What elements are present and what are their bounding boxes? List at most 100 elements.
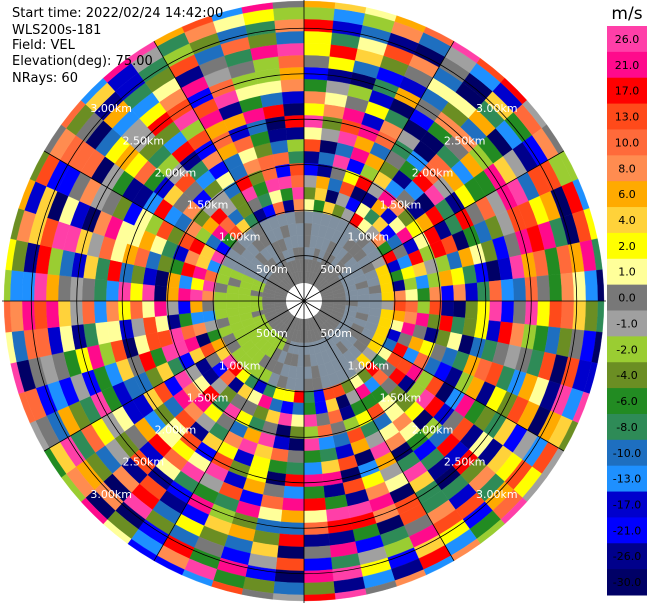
sector-gate [154, 269, 170, 287]
sector-gate [278, 54, 305, 69]
sector-gate [369, 300, 383, 310]
sector-gate [275, 30, 305, 45]
sector-gate [153, 300, 167, 317]
sector-gate [536, 275, 551, 302]
sector-gate [275, 557, 305, 572]
sector-gate [303, 533, 330, 548]
sector-gate [281, 90, 305, 105]
sector-gate [315, 412, 331, 427]
sector-gate [303, 366, 313, 380]
sector-gate [129, 300, 144, 320]
sector-gate [177, 287, 191, 302]
nrays-text: NRays: 60 [12, 71, 78, 86]
sector-gate [453, 283, 467, 302]
sector-gate [276, 545, 305, 560]
sector-gate [33, 300, 48, 330]
sector-gate [141, 300, 155, 319]
azimuth-spoke [303, 40, 455, 302]
range-ring-label: 1.00km [348, 231, 390, 244]
colorbar-tick-label: -2.0 [616, 343, 637, 356]
field-text: Field: VEL [12, 38, 75, 53]
colorbar-swatch [607, 181, 647, 208]
sector-gate [274, 18, 305, 33]
start-time-text: Start time: 2022/02/24 14:42:00 [12, 6, 224, 21]
azimuth-spoke [303, 300, 455, 562]
sector-gate [303, 150, 320, 164]
sector-gate [285, 461, 305, 476]
sector-gate [303, 509, 328, 524]
sector-gate [290, 414, 305, 428]
sector-gate [314, 400, 328, 415]
range-ring-label: 500m [320, 327, 352, 340]
sector-gate [584, 300, 599, 332]
colorbar-tick-label: -21.0 [613, 524, 641, 537]
sector-gate [584, 270, 599, 302]
sector-gate [303, 102, 325, 117]
colorbar-swatch [607, 336, 647, 363]
sector-gate [295, 366, 305, 380]
range-ring-label: 500m [256, 327, 288, 340]
colorbar-swatch [607, 491, 647, 518]
range-ring-label: 3.00km [476, 102, 518, 115]
azimuth-spoke [303, 300, 565, 452]
sector-gate [273, 6, 305, 21]
colorbar-tick-label: 2.0 [618, 240, 636, 253]
colorbar: 26.0 21.0 17.0 13.0 10.0 8.0 6.0 4.0 2.0 1.0 0.0 -1… [607, 4, 647, 596]
sector-gate [464, 300, 479, 320]
sector-gate [500, 300, 515, 324]
sector-gate [57, 300, 72, 327]
sector-gate [201, 290, 215, 302]
colorbar-swatch [607, 284, 647, 311]
colorbar-tick-label: -4.0 [616, 369, 637, 382]
sector-gate [548, 273, 563, 302]
sector-gate [303, 54, 330, 69]
azimuth-spoke [43, 300, 305, 452]
sector-gate [303, 186, 317, 200]
colorbar-tick-label: 4.0 [618, 214, 636, 227]
sector-gate [294, 210, 305, 224]
azimuth-spoke [153, 300, 305, 562]
range-ring-label: 1.50km [187, 391, 229, 404]
colorbar-swatch [607, 207, 647, 234]
range-ring-label: 2.00km [155, 166, 197, 179]
colorbar-swatch [607, 517, 647, 544]
sector-gate [303, 473, 324, 488]
colorbar-tick-label: 0.0 [618, 292, 636, 305]
sector-gate [548, 300, 563, 329]
sector-gate [441, 285, 455, 302]
sector-gate [303, 174, 318, 188]
sector-gate [303, 390, 315, 404]
colorbar-swatch [607, 362, 647, 389]
range-ring-label: 3.00km [476, 488, 518, 501]
sector-gate [153, 285, 167, 302]
sector-gate [21, 300, 36, 331]
sector-gate [273, 581, 305, 596]
sector-gate [105, 280, 120, 302]
colorbar-tick-label: -30.0 [613, 576, 641, 589]
sector-gate [393, 290, 407, 302]
sector-gate [303, 354, 312, 368]
sector-gate [288, 150, 305, 164]
sector-gate [303, 78, 328, 93]
colorbar-swatch [607, 26, 647, 53]
sector-gate [105, 300, 120, 322]
azimuth-spoke [153, 40, 305, 302]
sector-gate [560, 300, 575, 330]
sector-gate [201, 300, 215, 312]
sector-gate [303, 461, 323, 476]
sector-gate [272, 151, 290, 167]
azimuth-spoke [43, 150, 305, 302]
sector-gate [293, 198, 305, 212]
sector-gate [303, 557, 333, 572]
sector-gate [225, 300, 239, 310]
sector-gate [476, 281, 491, 302]
sector-gate [441, 300, 455, 317]
colorbar-swatch [607, 103, 647, 130]
sector-gate [288, 438, 305, 452]
sector-gate [283, 102, 305, 117]
sector-gate [303, 438, 320, 452]
colorbar-swatch [607, 413, 647, 441]
sector-gate [405, 288, 419, 302]
range-ring-label: 2.50km [444, 134, 486, 147]
colorbar-swatch [607, 439, 647, 467]
